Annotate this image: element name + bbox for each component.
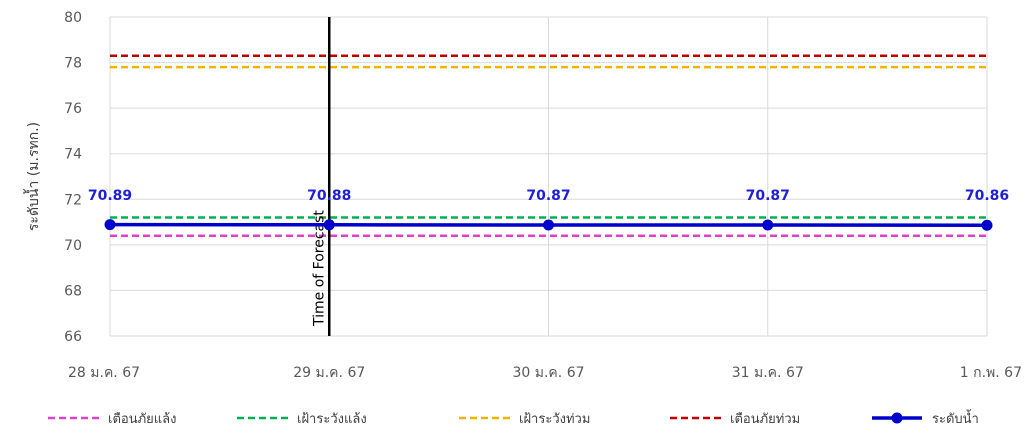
series-water-level: 70.89 70.88 70.87 70.87 70.86 xyxy=(88,188,1009,231)
data-point xyxy=(323,219,335,231)
data-label: 70.87 xyxy=(746,188,790,204)
data-point xyxy=(543,219,554,231)
legend-entry: ระดับน้ำ xyxy=(932,409,979,427)
y-axis-ticks: 66 68 70 72 74 76 78 80 xyxy=(64,10,82,345)
y-axis-label: ระดับน้ำ (ม.รทก.) xyxy=(23,122,42,231)
y-tick-label: 74 xyxy=(64,147,82,163)
data-label: 70.89 xyxy=(88,188,132,204)
y-tick-label: 68 xyxy=(64,283,82,299)
legend: เตือนภัยแล้ง เฝ้าระวังแล้ง เฝ้าระวังท่วม เต… xyxy=(48,409,979,427)
data-label: 70.86 xyxy=(965,188,1009,204)
legend-marker xyxy=(891,412,903,424)
legend-entry: เตือนภัยท่วม xyxy=(730,411,800,427)
y-tick-label: 66 xyxy=(64,329,82,345)
y-tick-label: 80 xyxy=(64,10,82,26)
y-tick-label: 76 xyxy=(64,101,82,117)
x-tick-label: 30 ม.ค. 67 xyxy=(512,365,584,381)
legend-entry: เฝ้าระวังท่วม xyxy=(519,412,590,427)
forecast-label: Time of Forecast xyxy=(311,210,327,327)
legend-entry: เตือนภัยแล้ง xyxy=(108,411,176,427)
x-tick-label: 1 ก.พ. 67 xyxy=(960,365,1022,381)
y-tick-label: 70 xyxy=(64,238,82,254)
x-tick-label: 28 ม.ค. 67 xyxy=(68,365,140,381)
reference-lines xyxy=(110,54,987,237)
forecast-marker: Time of Forecast xyxy=(311,17,331,336)
data-point xyxy=(104,219,116,231)
x-tick-label: 31 ม.ค. 67 xyxy=(732,365,804,381)
x-axis-ticks: 28 ม.ค. 67 29 ม.ค. 67 30 ม.ค. 67 31 ม.ค. 67… xyxy=(68,365,1022,381)
data-label: 70.87 xyxy=(526,188,570,204)
data-point xyxy=(981,219,993,231)
data-label: 70.88 xyxy=(307,188,351,204)
grid xyxy=(109,16,988,337)
legend-entry: เฝ้าระวังแล้ง xyxy=(297,412,367,427)
y-tick-label: 78 xyxy=(64,56,82,72)
y-tick-label: 72 xyxy=(64,192,82,208)
data-point xyxy=(762,219,774,231)
x-tick-label: 29 ม.ค. 67 xyxy=(293,365,365,381)
